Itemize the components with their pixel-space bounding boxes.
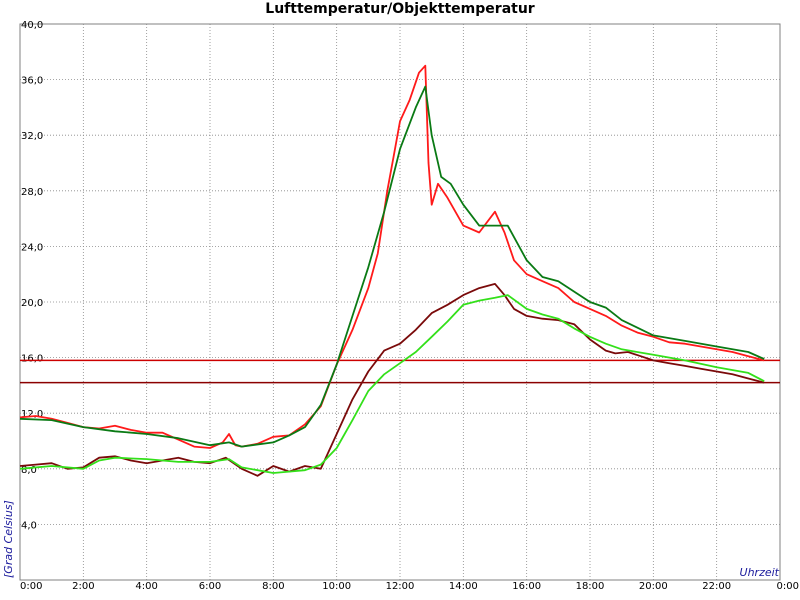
- chart-title: Lufttemperatur/Objekttemperatur: [265, 1, 535, 17]
- y-axis-label: [Grad Celsius]: [2, 500, 15, 578]
- x-tick-label: 2:00: [72, 581, 94, 592]
- series-line: [19, 294, 765, 474]
- y-tick-label: 40,0: [21, 20, 43, 31]
- x-tick-label: 10:00: [322, 581, 351, 592]
- x-axis-label: Uhrzeit: [740, 566, 780, 579]
- series-line: [19, 282, 765, 477]
- x-tick-label: 0:00: [777, 581, 799, 592]
- y-tick-label: 4,0: [21, 520, 37, 531]
- x-tick-label: 0:00: [20, 581, 42, 592]
- x-axis-tick-labels: 0:00 2:00 4:00 6:00 8:00 10:00 12:00 14:00 16:00…: [20, 581, 799, 592]
- y-axis-tick-labels: 4,0 8,0 12,0 16,0 20,0 24,0 28,0 32,0 36,0 40,0: [21, 20, 43, 531]
- x-tick-label: 16:00: [512, 581, 541, 592]
- x-tick-label: 4:00: [135, 581, 157, 592]
- x-tick-label: 18:00: [576, 581, 605, 592]
- y-tick-label: 20,0: [21, 298, 43, 309]
- x-tick-label: 8:00: [262, 581, 284, 592]
- y-tick-label: 28,0: [21, 187, 43, 198]
- y-tick-label: 12,0: [21, 409, 43, 420]
- y-tick-label: 36,0: [21, 76, 43, 87]
- y-tick-label: 24,0: [21, 242, 43, 253]
- x-tick-label: 14:00: [449, 581, 478, 592]
- grid-lines: [20, 24, 780, 580]
- y-tick-label: 32,0: [21, 131, 43, 142]
- series-lines: [19, 64, 765, 477]
- x-tick-label: 20:00: [639, 581, 668, 592]
- series-line: [19, 64, 765, 449]
- x-tick-label: 12:00: [386, 581, 415, 592]
- y-tick-label: 8,0: [21, 465, 37, 476]
- x-tick-label: 6:00: [199, 581, 221, 592]
- series-line: [19, 85, 765, 448]
- y-tick-label: 16,0: [21, 354, 43, 365]
- x-tick-label: 22:00: [702, 581, 731, 592]
